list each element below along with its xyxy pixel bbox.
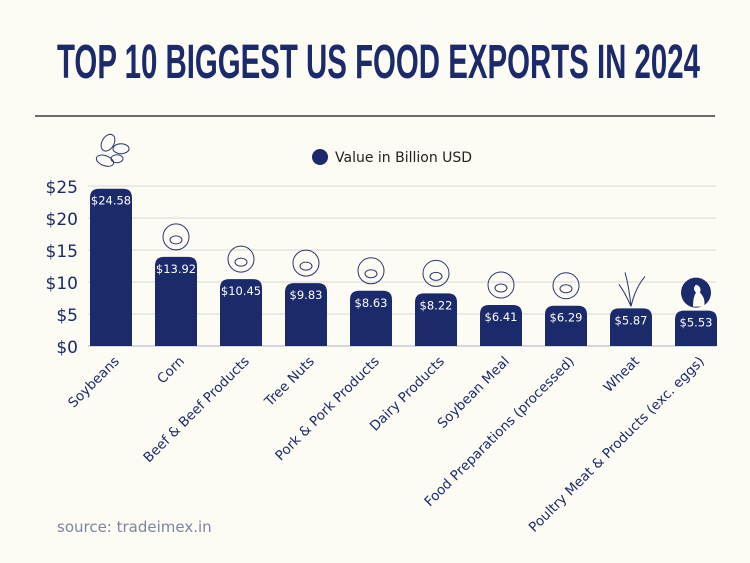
x-tick-label: Beef & Beef Products [140, 354, 252, 466]
y-tick-label: $10 [46, 274, 78, 294]
beans-icon [95, 133, 130, 167]
corn-icon [162, 223, 190, 251]
source-note: source: tradeimex.in [57, 518, 212, 536]
bar [285, 283, 327, 346]
data-label: $13.92 [156, 262, 196, 276]
bar [415, 293, 457, 346]
data-label: $5.87 [615, 313, 648, 327]
nuts-icon [292, 249, 320, 277]
data-label: $8.22 [420, 298, 453, 312]
chart-title: TOP 10 BIGGEST US FOOD EXPORTS IN 2024 [57, 36, 700, 89]
x-tick-label: Wheat [601, 354, 643, 396]
bar [220, 279, 262, 346]
data-label: $8.63 [355, 296, 388, 310]
pig-icon [357, 257, 385, 285]
data-label: $5.53 [680, 316, 713, 330]
bar [480, 304, 522, 346]
cooking-pot-icon [552, 272, 580, 300]
x-tick-label: Soybeans [65, 354, 123, 412]
bar [155, 256, 197, 346]
y-tick-label: $20 [46, 210, 78, 230]
x-tick-label: Tree Nuts [261, 354, 318, 411]
bar [90, 188, 132, 346]
data-label: $9.83 [290, 288, 323, 302]
y-tick-label: $5 [56, 306, 78, 326]
chicken-icon [681, 277, 711, 308]
data-label: $24.58 [91, 194, 131, 208]
dairy-icon [422, 259, 450, 287]
legend-marker [312, 149, 328, 165]
legend-label: Value in Billion USD [335, 150, 472, 166]
wheat-icon [618, 272, 646, 307]
plate-icon [487, 271, 515, 299]
cow-icon [227, 245, 255, 273]
y-tick-label: $0 [56, 338, 78, 358]
bar [350, 290, 392, 346]
bar [610, 308, 652, 346]
x-tick-label: Corn [154, 354, 188, 388]
y-tick-label: $15 [46, 242, 78, 262]
bar [675, 310, 717, 346]
data-label: $10.45 [221, 284, 261, 298]
bar [545, 305, 587, 346]
data-label: $6.41 [485, 310, 518, 324]
data-label: $6.29 [550, 311, 583, 325]
y-tick-label: $25 [46, 178, 78, 198]
divider [35, 115, 715, 117]
title-area: TOP 10 BIGGEST US FOOD EXPORTS IN 2024 [57, 36, 700, 89]
